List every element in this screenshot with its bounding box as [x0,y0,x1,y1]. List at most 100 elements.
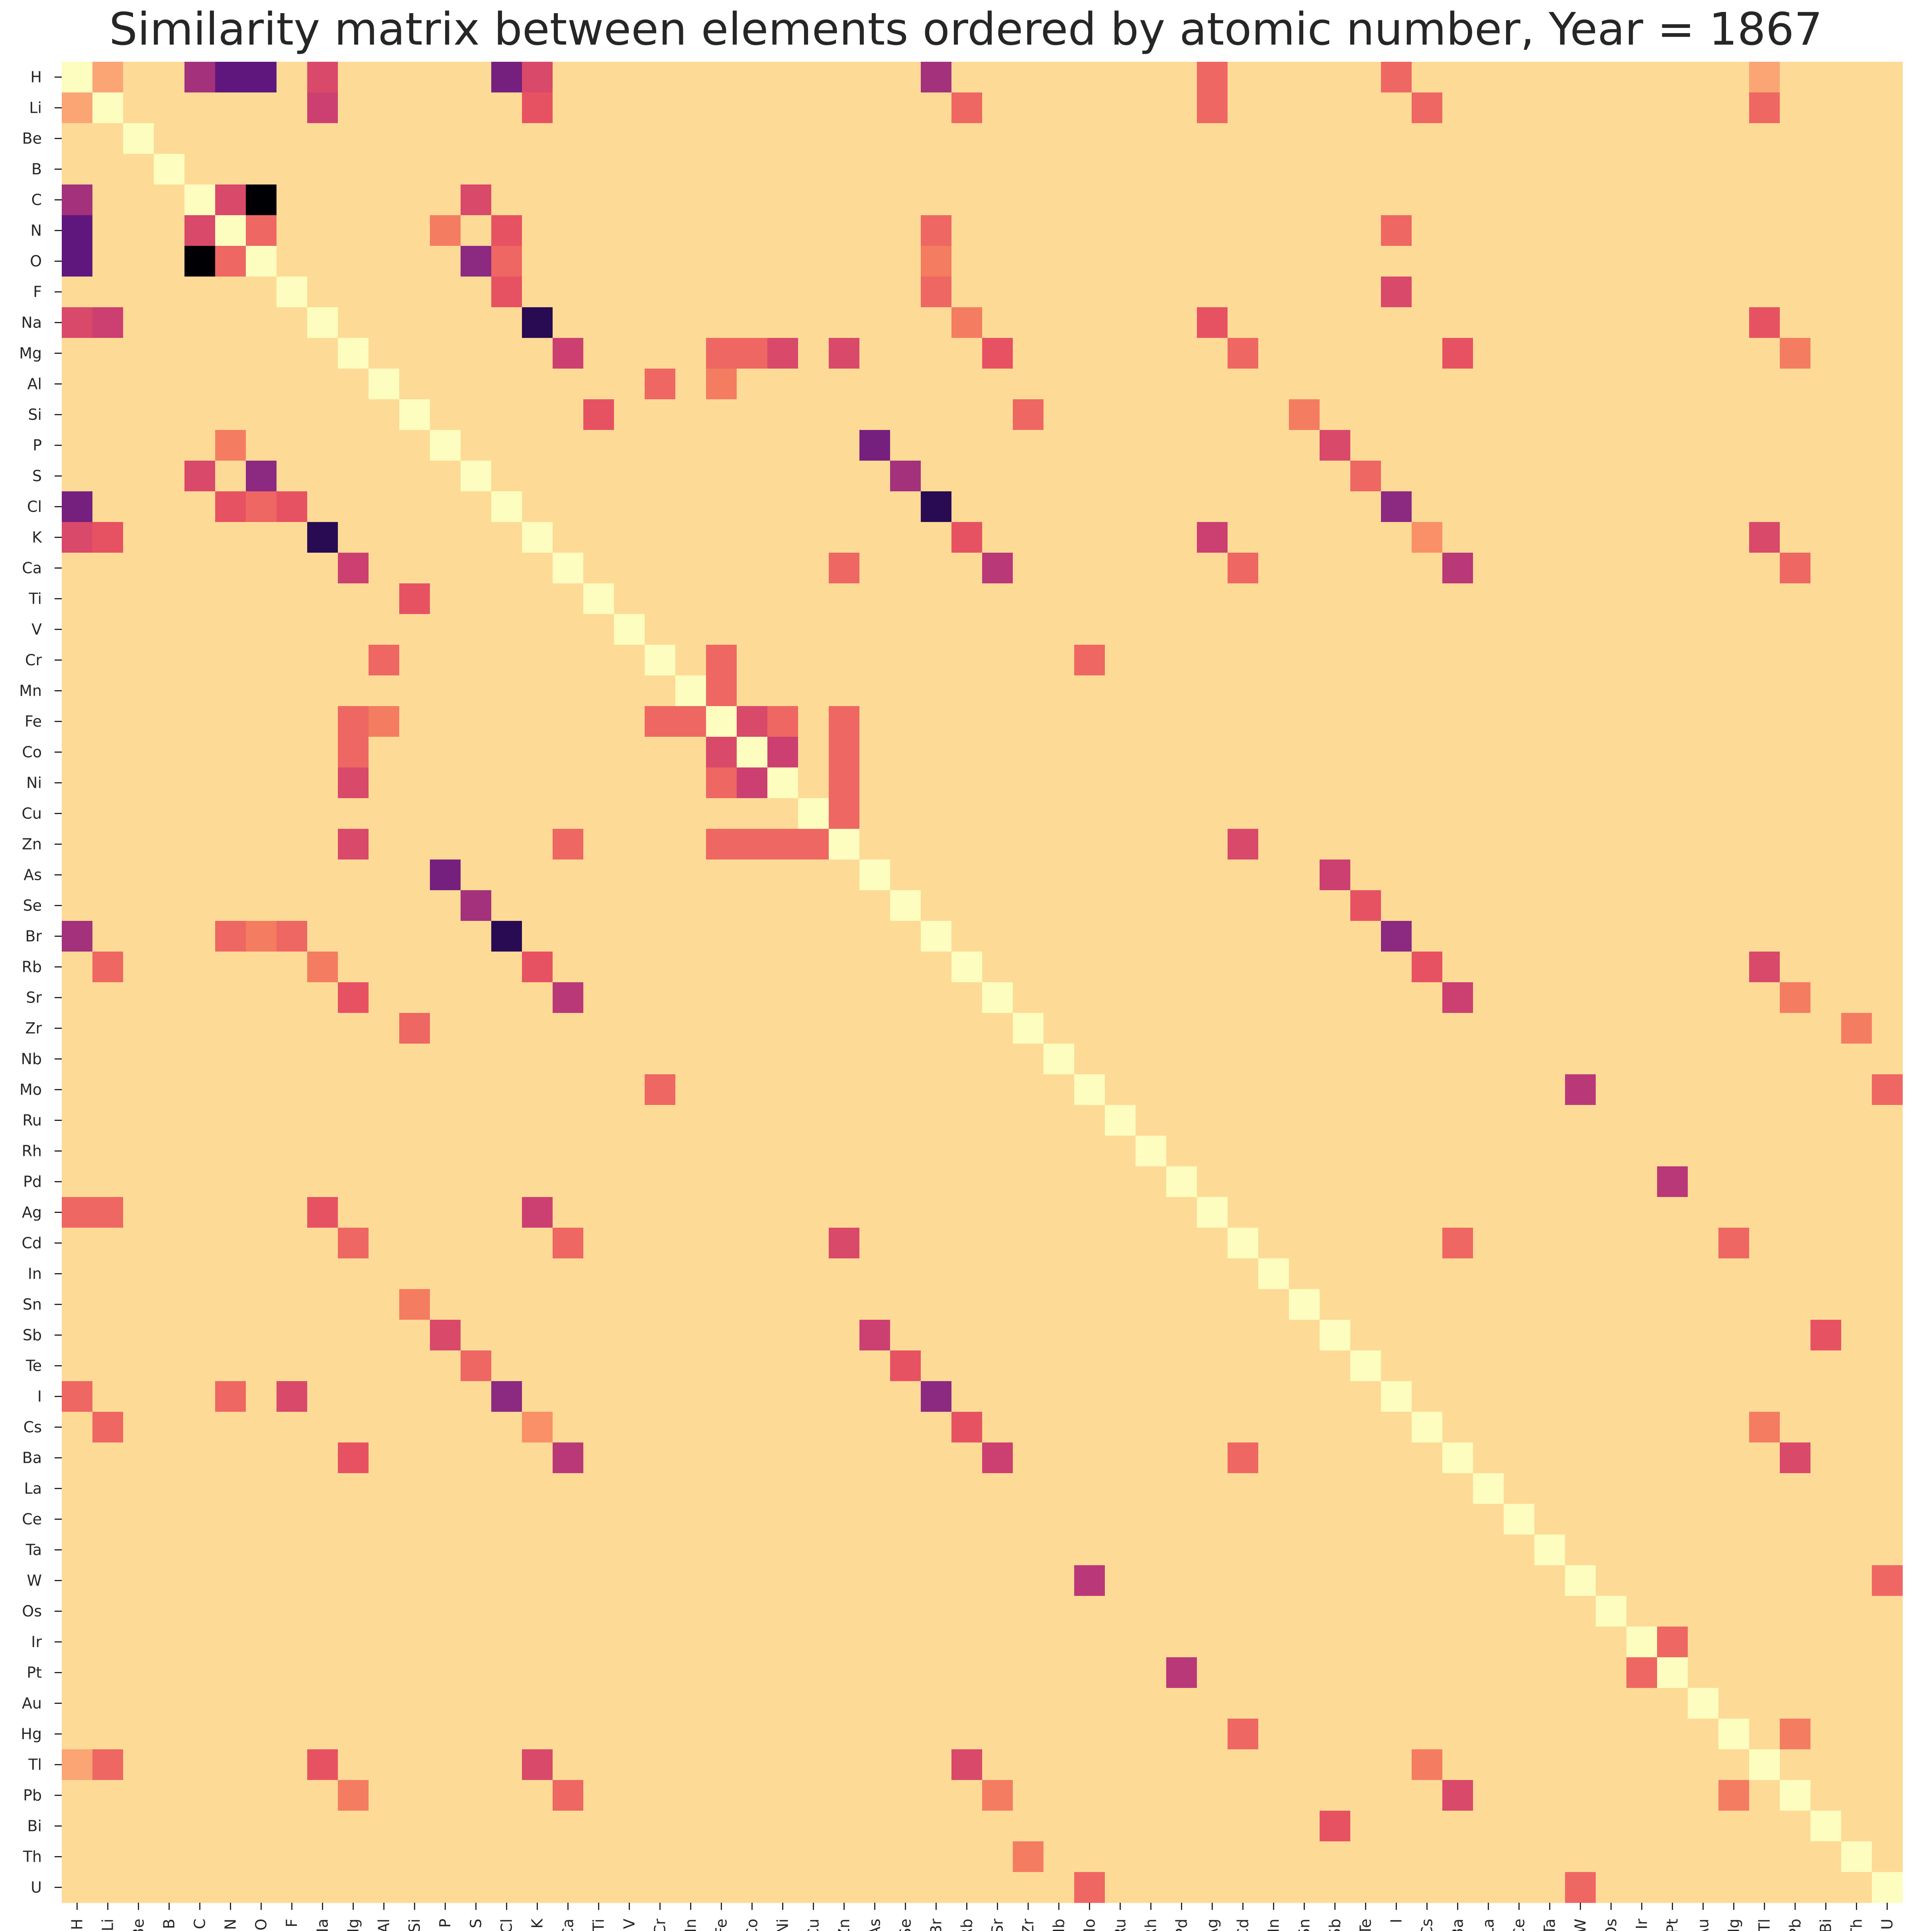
heatmap-cell-Tl-Tl [1749,1749,1780,1780]
heatmap-cell-Cs-Ce [1504,1412,1535,1443]
heatmap-cell-Mn-Hg [1718,675,1750,706]
heatmap-cell-Pt-N [215,1657,246,1688]
heatmap-cell-Rh-Ba [1442,1136,1473,1167]
heatmap-cell-Rh-V [614,1136,645,1167]
heatmap-cell-Co-Nb [1043,737,1075,768]
heatmap-cell-Ru-Be [123,1105,154,1136]
heatmap-cell-Sr-Be [123,982,154,1013]
heatmap-cell-In-Te [1350,1258,1381,1289]
heatmap-cell-H-Rb [951,62,983,93]
heatmap-cell-Ir-B [154,1627,185,1658]
heatmap-cell-W-Zr [1013,1565,1044,1596]
heatmap-cell-Al-K [522,369,553,400]
heatmap-cell-S-Pt [1657,461,1688,492]
heatmap-cell-Ce-Mg [338,1504,369,1535]
heatmap-cell-Nb-Mo [1074,1044,1105,1075]
heatmap-cell-Br-Sr [982,921,1013,952]
x-tick-label: Pd [1173,1919,1191,1931]
heatmap-cell-Mg-As [859,338,890,369]
heatmap-cell-Na-Rh [1136,307,1167,338]
heatmap-cell-O-Cu [798,246,829,277]
heatmap-cell-F-K [522,277,553,308]
heatmap-cell-Mo-U [1872,1074,1903,1105]
y-tick-label: Cd [22,1234,42,1252]
heatmap-cell-Cr-Fe [706,645,737,676]
heatmap-cell-Th-Ta [1534,1841,1565,1872]
heatmap-cell-S-B [154,461,185,492]
heatmap-cell-Mg-C [184,338,216,369]
heatmap-cell-Ta-Te [1350,1535,1381,1566]
heatmap-cell-Ca-Ag [1197,553,1228,584]
heatmap-cell-Sb-Pd [1166,1320,1197,1351]
heatmap-cell-Ta-Co [737,1535,768,1566]
heatmap-cell-Cu-Cd [1228,798,1259,829]
x-tick-label: Mo [1081,1919,1098,1931]
heatmap-cell-F-Zr [1013,277,1044,308]
heatmap-cell-Pb-Fe [706,1780,737,1811]
heatmap-cell-Cr-Tl [1749,645,1780,676]
heatmap-cell-Pb-Rh [1136,1780,1167,1811]
heatmap-cell-H-Te [1350,62,1381,93]
heatmap-cell-H-Fe [706,62,737,93]
heatmap-cell-I-B [154,1381,185,1412]
heatmap-cell-Ti-Th [1841,583,1872,614]
heatmap-cell-Tl-Se [890,1749,921,1780]
heatmap-cell-Rb-I [1381,952,1412,983]
heatmap-cell-P-P [430,430,461,461]
heatmap-cell-Se-Ti [583,890,614,921]
heatmap-cell-U-Ba [1442,1872,1473,1903]
heatmap-cell-La-S [461,1473,492,1504]
heatmap-cell-Zn-Ir [1626,829,1657,860]
heatmap-cell-Ir-Sb [1320,1627,1351,1658]
heatmap-cell-Tl-H [62,1749,93,1780]
heatmap-cell-Co-Fe [706,737,737,768]
heatmap-cell-I-Pd [1166,1381,1197,1412]
heatmap-cell-Ba-F [277,1442,308,1474]
heatmap-cell-W-B [154,1565,185,1596]
heatmap-cell-Li-Ti [583,92,614,124]
heatmap-cell-Sn-As [859,1289,890,1320]
heatmap-cell-Cs-Mn [675,1412,706,1443]
heatmap-cell-In-Br [921,1258,952,1289]
heatmap-cell-Co-Pd [1166,737,1197,768]
heatmap-cell-Sn-Br [921,1289,952,1320]
heatmap-cell-Nb-O [246,1044,277,1075]
heatmap-cell-Mn-Pd [1166,675,1197,706]
heatmap-cell-Mn-S [461,675,492,706]
heatmap-cell-Br-Al [369,921,400,952]
heatmap-cell-Ir-Li [92,1627,124,1658]
heatmap-cell-Se-Th [1841,890,1872,921]
heatmap-cell-Ag-Sn [1289,1197,1320,1228]
heatmap-cell-Nb-W [1565,1044,1596,1075]
heatmap-cell-Sr-In [1258,982,1289,1013]
heatmap-cell-Zn-Mg [338,829,369,860]
heatmap-cell-O-Be [123,246,154,277]
heatmap-cell-C-K [522,184,553,216]
heatmap-cell-Nb-H [62,1044,93,1075]
heatmap-cell-C-In [1258,184,1289,216]
heatmap-cell-Bi-Au [1688,1811,1719,1842]
heatmap-cell-Pb-Rb [951,1780,983,1811]
heatmap-cell-K-O [246,522,277,553]
heatmap-cell-Au-Sr [982,1688,1013,1719]
heatmap-cell-K-P [430,522,461,553]
heatmap-cell-Ta-I [1381,1535,1412,1566]
heatmap-cell-Mn-Ni [767,675,798,706]
heatmap-cell-Be-Se [890,123,921,154]
heatmap-cell-Br-O [246,921,277,952]
heatmap-cell-V-K [522,614,553,645]
heatmap-cell-H-Mo [1074,62,1105,93]
heatmap-cell-Tl-Sr [982,1749,1013,1780]
heatmap-cell-Al-Fe [706,369,737,400]
heatmap-cell-V-Pb [1780,614,1811,645]
heatmap-cell-C-Mg [338,184,369,216]
heatmap-cell-Zr-Pt [1657,1013,1688,1044]
heatmap-cell-F-Cs [1412,277,1443,308]
heatmap-cell-As-N [215,860,246,891]
heatmap-cell-Cl-As [859,491,890,522]
heatmap-cell-B-Cs [1412,154,1443,185]
heatmap-cell-Pb-Mg [338,1780,369,1811]
heatmap-cell-Pt-C [184,1657,216,1688]
heatmap-cell-Cl-Bi [1810,491,1842,522]
heatmap-cell-H-Rh [1136,62,1167,93]
